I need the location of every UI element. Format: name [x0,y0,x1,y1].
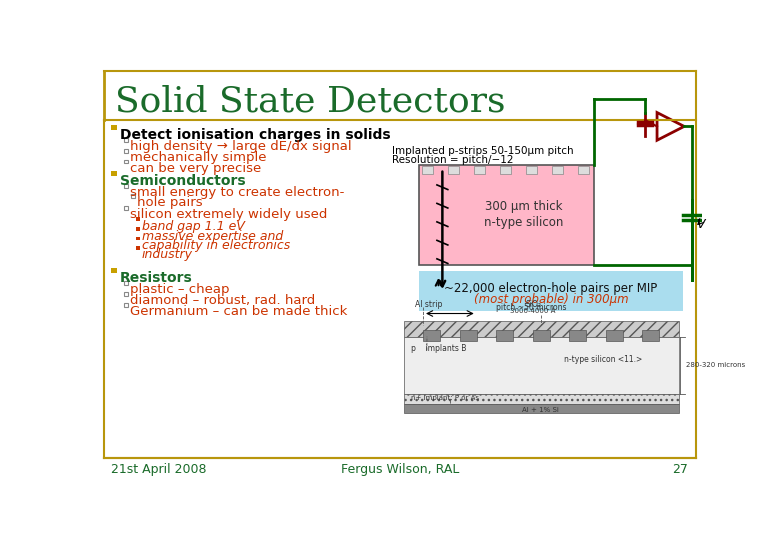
Bar [422,166,433,174]
Bar [131,194,135,198]
Text: mechanically simple: mechanically simple [130,151,267,164]
Text: ~22,000 electron-hole pairs per MIP: ~22,000 electron-hole pairs per MIP [445,282,658,295]
Text: Fergus Wilson, RAL: Fergus Wilson, RAL [341,463,459,476]
Bar [136,237,140,240]
Bar [496,330,513,341]
Bar [136,246,140,249]
Bar [423,330,440,341]
Bar [419,271,682,311]
Text: 27: 27 [672,463,688,476]
Bar [403,403,679,413]
Bar [403,394,679,403]
Bar [448,166,459,174]
Text: Al + 1% Si: Al + 1% Si [523,407,559,413]
Text: Semiconductors: Semiconductors [120,174,246,188]
Bar [124,159,128,164]
Text: 21st April 2008: 21st April 2008 [112,463,207,476]
Text: diamond – robust, rad. hard: diamond – robust, rad. hard [130,294,315,307]
Text: high density → large dE/dx signal: high density → large dE/dx signal [130,140,352,153]
Text: 300 μm thick: 300 μm thick [485,200,562,213]
Bar [474,166,485,174]
Bar [124,292,128,296]
Text: Resistors: Resistors [120,271,193,285]
Text: massive expertise and: massive expertise and [142,230,283,242]
Bar [124,148,128,153]
Text: n-type silicon <11.>: n-type silicon <11.> [564,355,642,364]
Text: plastic – cheap: plastic – cheap [130,284,229,296]
Text: Resolution = pitch/−12: Resolution = pitch/−12 [392,155,513,165]
Bar [112,125,117,130]
Bar [569,330,587,341]
Bar [403,321,679,336]
Bar [533,330,550,341]
Text: silicon extremely widely used: silicon extremely widely used [130,208,328,221]
Text: (most probable) in 300μm: (most probable) in 300μm [473,293,628,306]
Text: Detect ionisation charges in solids: Detect ionisation charges in solids [120,128,391,142]
Text: V: V [696,218,704,231]
Bar [124,281,128,285]
Text: small energy to create electron-: small energy to create electron- [130,186,345,199]
Bar [136,227,140,231]
Bar [500,166,511,174]
Text: hole pairs: hole pairs [137,197,203,210]
Bar [112,171,117,177]
Bar [124,184,128,188]
Text: n-type silicon: n-type silicon [484,217,563,230]
Text: industry: industry [142,248,193,261]
Bar [642,330,659,341]
Bar [459,330,477,341]
Text: n+ implant: P or As: n+ implant: P or As [411,395,480,401]
Text: p    implants B: p implants B [411,343,466,353]
Bar [419,165,594,265]
Text: Solid State Detectors: Solid State Detectors [115,85,505,119]
Bar [403,336,679,394]
Bar [124,303,128,307]
Text: can be very precise: can be very precise [130,162,261,175]
Bar [112,268,117,273]
Text: 3000-4000 Å: 3000-4000 Å [510,307,556,314]
Text: band gap 1.1 eV: band gap 1.1 eV [142,220,245,233]
Bar [124,206,128,210]
Text: Implanted p-strips 50-150μm pitch: Implanted p-strips 50-150μm pitch [392,146,573,156]
Bar [552,166,563,174]
Text: capability in electronics: capability in electronics [142,239,290,252]
Text: 280-320 microns: 280-320 microns [686,362,746,368]
Bar [124,138,128,142]
Text: Germanium – can be made thick: Germanium – can be made thick [130,305,347,318]
Bar [526,166,537,174]
Bar [578,166,589,174]
Bar [136,217,140,221]
Text: SiO₂: SiO₂ [525,300,541,309]
Text: pitch ~50 microns: pitch ~50 microns [496,303,567,312]
Bar [606,330,622,341]
Text: Al strip: Al strip [415,300,442,309]
